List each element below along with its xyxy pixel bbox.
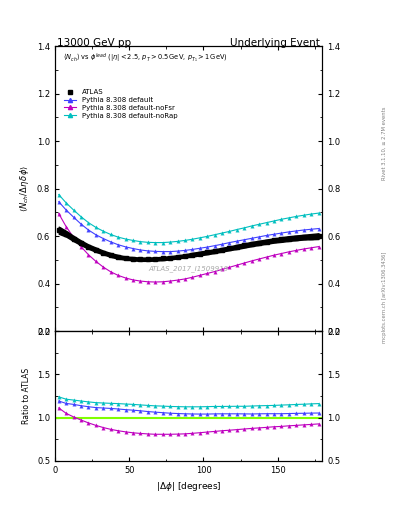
Text: 13000 GeV pp: 13000 GeV pp	[57, 38, 131, 49]
Y-axis label: Ratio to ATLAS: Ratio to ATLAS	[22, 368, 31, 424]
Text: Underlying Event: Underlying Event	[230, 38, 320, 49]
Text: $\langle N_{ch}\rangle$ vs $\phi^{lead}$ ($|\eta|<2.5,\,p_T>0.5\,\mathrm{GeV},\,: $\langle N_{ch}\rangle$ vs $\phi^{lead}$…	[63, 52, 228, 65]
Y-axis label: $\langle N_{ch} / \Delta\eta\,\delta\phi\rangle$: $\langle N_{ch} / \Delta\eta\,\delta\phi…	[18, 165, 31, 212]
X-axis label: $|\Delta\phi|$ [degrees]: $|\Delta\phi|$ [degrees]	[156, 480, 222, 493]
Legend: ATLAS, Pythia 8.308 default, Pythia 8.308 default-noFsr, Pythia 8.308 default-no: ATLAS, Pythia 8.308 default, Pythia 8.30…	[61, 87, 180, 121]
Text: mcplots.cern.ch [arXiv:1306.3436]: mcplots.cern.ch [arXiv:1306.3436]	[382, 251, 387, 343]
Text: ATLAS_2017_I1509919: ATLAS_2017_I1509919	[149, 265, 229, 272]
Text: Rivet 3.1.10, ≥ 2.7M events: Rivet 3.1.10, ≥ 2.7M events	[382, 106, 387, 180]
